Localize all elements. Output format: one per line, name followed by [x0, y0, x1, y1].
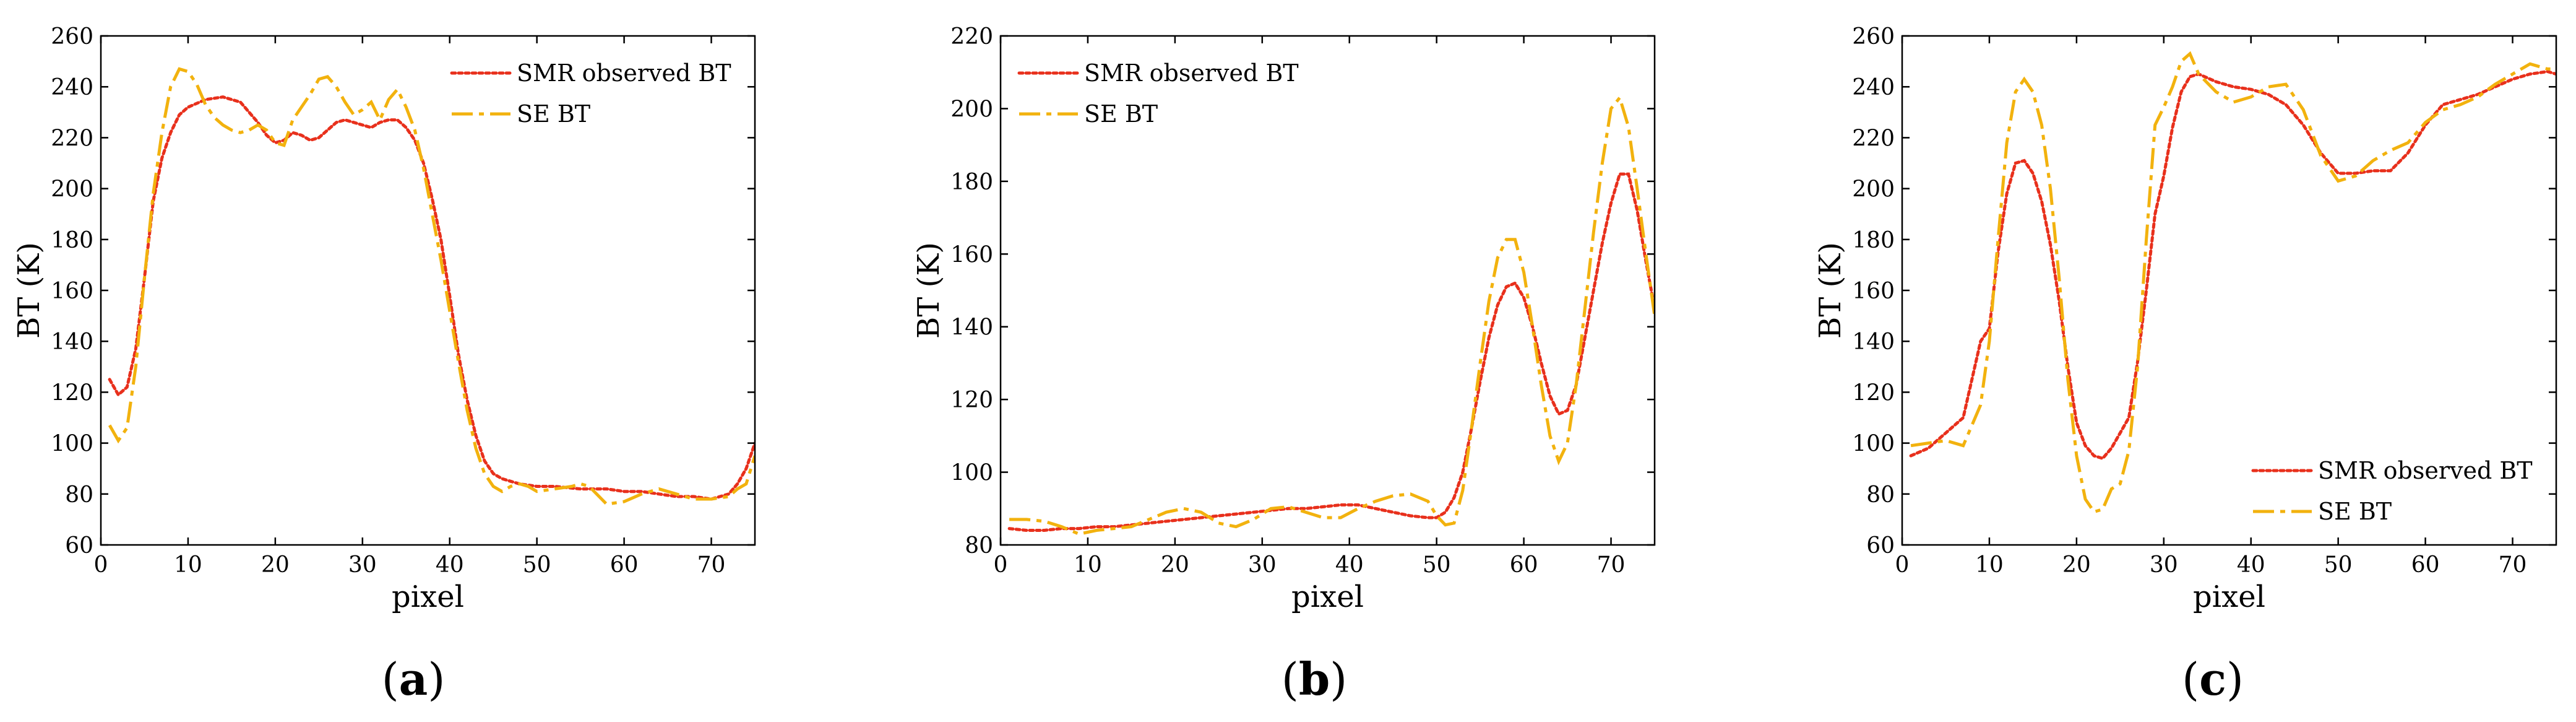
series-line-a-smr-observed-bt [108, 95, 755, 501]
x-tick-label: 0 [94, 552, 108, 578]
series-line-b-se-bt [1009, 94, 1655, 536]
legend: SMR observed BT SE BT [2251, 457, 2533, 525]
y-tick-label: 120 [1852, 380, 1895, 406]
y-tick-label: 240 [51, 75, 93, 100]
x-tick-label: 50 [2324, 552, 2353, 578]
legend-label: SMR observed BT [1084, 59, 1299, 87]
x-tick-label: 30 [2150, 552, 2178, 578]
y-axis-label: BT (K) [1813, 242, 1848, 339]
y-tick-label: 140 [950, 315, 993, 341]
x-tick-label: 10 [1975, 552, 2004, 578]
y-tick-label: 240 [1852, 75, 1895, 100]
y-tick-label: 100 [51, 432, 93, 457]
y-tick-label: 60 [65, 533, 93, 559]
x-tick-label: 50 [1423, 552, 1451, 578]
x-tick-label: 40 [1335, 552, 1364, 578]
legend-label: SMR observed BT [2318, 457, 2533, 484]
y-tick-label: 220 [950, 24, 993, 50]
y-tick-label: 260 [1852, 24, 1895, 50]
y-tick-label: 160 [950, 242, 993, 267]
x-tick-label: 0 [1895, 552, 1910, 578]
y-tick-label: 120 [51, 380, 93, 406]
legend-label: SE BT [2318, 498, 2392, 525]
chart-panel-b: 0 10 20 30 40 50 60 70 80 100 120 140 160 180 200 220 pi… [911, 24, 1656, 705]
y-tick-label: 200 [950, 97, 993, 122]
legend-label: SE BT [517, 100, 590, 128]
y-axis-label: BT (K) [911, 242, 946, 339]
series-line-b-smr-observed-bt [1007, 172, 1655, 532]
x-tick-label: 60 [2411, 552, 2440, 578]
legend: SMR observed BT SE BT [1017, 59, 1299, 128]
y-tick-label: 80 [65, 482, 93, 508]
y-tick-label: 160 [1852, 279, 1895, 304]
x-tick-label: 70 [2499, 552, 2527, 578]
y-tick-label: 120 [950, 388, 993, 413]
panel-caption: (b) [1282, 653, 1348, 705]
legend: SMR observed BT SE BT [450, 59, 731, 128]
series-line-c-se-bt [1910, 51, 2556, 514]
y-tick-label: 140 [51, 329, 93, 355]
x-tick-label: 30 [1248, 552, 1277, 578]
panel-caption: (c) [2182, 653, 2244, 705]
chart-panel-c: 0 10 20 30 40 50 60 70 60 80 100 120 140 160 180 200 220… [1813, 24, 2557, 705]
x-axis-label: pixel [1291, 580, 1364, 614]
y-tick-label: 80 [965, 533, 993, 559]
y-tick-label: 60 [1866, 533, 1895, 559]
x-tick-label: 20 [2062, 552, 2091, 578]
series-line-c-smr-observed-bt [1909, 69, 2556, 461]
axes-box [999, 35, 1656, 546]
legend-label: SE BT [1084, 100, 1158, 128]
y-tick-label: 200 [1852, 177, 1895, 202]
x-tick-label: 20 [1161, 552, 1189, 578]
x-axis-label: pixel [2193, 580, 2265, 614]
y-tick-label: 80 [1866, 482, 1895, 508]
x-tick-label: 20 [261, 552, 290, 578]
y-tick-label: 260 [51, 24, 93, 50]
x-tick-label: 70 [697, 552, 726, 578]
y-tick-label: 100 [1852, 432, 1895, 457]
y-tick-label: 180 [1852, 228, 1895, 253]
y-tick-label: 220 [1852, 126, 1895, 151]
x-tick-label: 10 [1074, 552, 1102, 578]
axes-box [100, 35, 756, 546]
y-tick-label: 140 [1852, 329, 1895, 355]
y-tick-label: 200 [51, 177, 93, 202]
x-tick-label: 70 [1597, 552, 1626, 578]
x-tick-label: 60 [610, 552, 639, 578]
y-tick-label: 180 [51, 228, 93, 253]
x-tick-label: 0 [994, 552, 1008, 578]
legend-label: SMR observed BT [517, 59, 731, 87]
panel-caption: (a) [382, 653, 446, 705]
x-tick-label: 50 [523, 552, 551, 578]
y-axis-label: BT (K) [12, 242, 46, 339]
x-axis-label: pixel [392, 580, 464, 614]
y-tick-label: 160 [51, 279, 93, 304]
y-tick-label: 180 [950, 170, 993, 195]
x-tick-label: 40 [2237, 552, 2265, 578]
x-tick-label: 10 [174, 552, 202, 578]
y-tick-label: 220 [51, 126, 93, 151]
series-line-a-se-bt [108, 67, 755, 506]
x-tick-label: 30 [348, 552, 377, 578]
x-tick-label: 40 [436, 552, 464, 578]
x-tick-label: 60 [1510, 552, 1538, 578]
chart-panel-a: 0 10 20 30 40 50 60 70 60 80 100 120 140 160 180 200 220… [12, 24, 756, 705]
y-tick-label: 100 [950, 461, 993, 486]
